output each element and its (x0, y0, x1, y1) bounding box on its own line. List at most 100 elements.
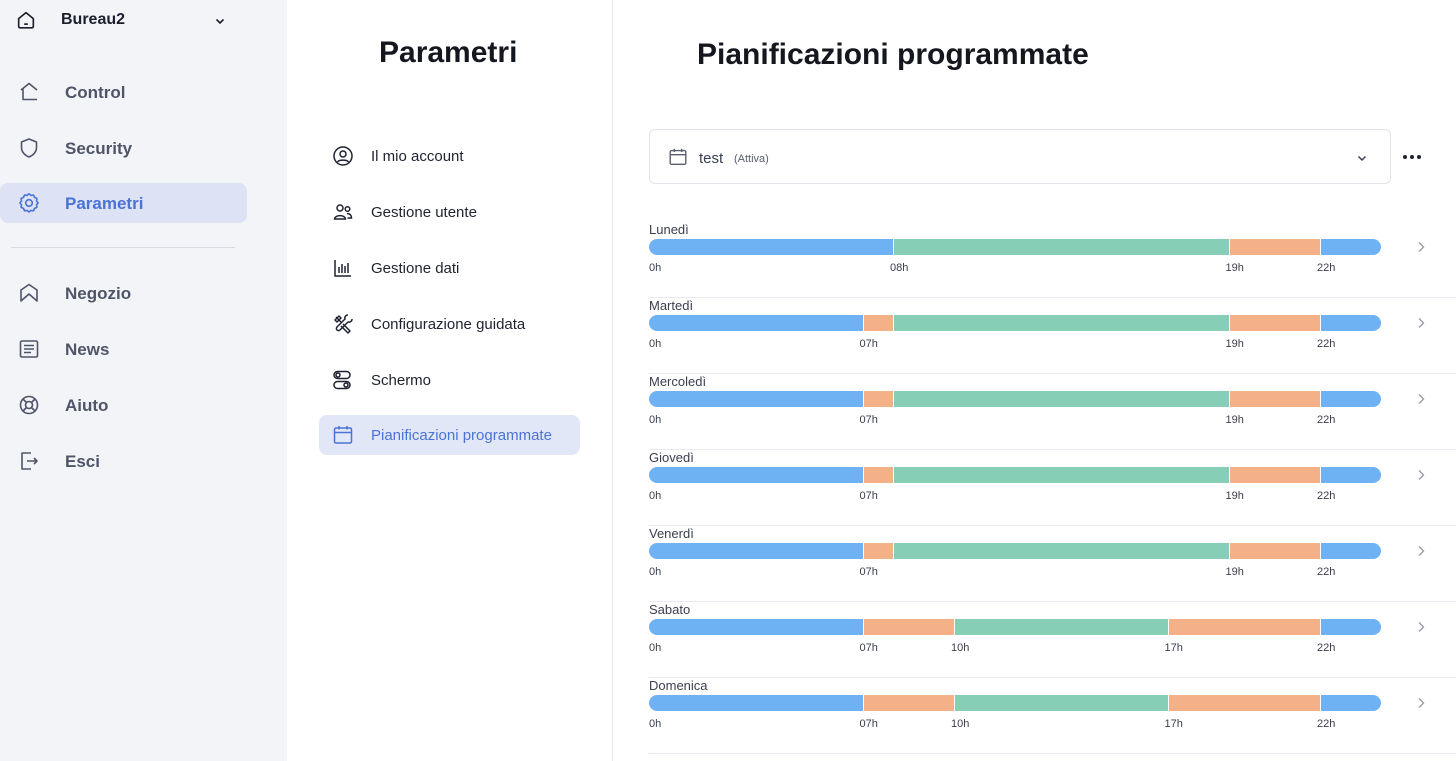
day-name: Domenica (649, 678, 708, 693)
timeline-segment-orange (1168, 619, 1320, 635)
timeline-segment-green (894, 543, 1229, 559)
timeline-segment-orange (863, 695, 954, 711)
timeline-segment-orange (863, 391, 893, 407)
time-tick-label: 17h (1164, 642, 1183, 654)
settings-item-users[interactable]: Gestione utente (319, 192, 580, 232)
time-tick-label: 19h (1225, 338, 1244, 350)
day-row[interactable]: Lunedì 0h 08h 19h 22h (649, 222, 1456, 298)
timeline-segment-orange (1229, 467, 1320, 483)
day-row[interactable]: Giovedì 0h 07h 19h 22h (649, 450, 1456, 526)
settings-item-wizard[interactable]: Configurazione guidata (319, 304, 580, 344)
nav-parametri[interactable]: Parametri (0, 183, 247, 223)
nav-negozio[interactable]: Negozio (0, 273, 247, 313)
day-row[interactable]: Venerdì 0h 07h 19h 22h (649, 526, 1456, 602)
settings-title: Parametri (379, 36, 518, 69)
settings-item-label: Gestione utente (371, 204, 477, 221)
time-tick-label: 22h (1317, 566, 1336, 578)
settings-item-label: Configurazione guidata (371, 316, 526, 333)
time-tick-label: 07h (859, 414, 878, 426)
nav-security[interactable]: Security (0, 128, 247, 168)
chevron-right-icon[interactable] (1414, 392, 1428, 406)
nav-control[interactable]: Control (0, 72, 247, 112)
time-tick-label: 10h (951, 718, 970, 730)
day-row[interactable]: Martedì 0h 07h 19h 22h (649, 298, 1456, 374)
timeline-bar (649, 239, 1381, 255)
shield-icon (20, 138, 38, 158)
timeline-segment-orange (863, 467, 893, 483)
toggles-icon (333, 370, 351, 390)
schedule-selector[interactable]: test (Attiva) (649, 129, 1391, 184)
settings-item-account[interactable]: Il mio account (319, 136, 580, 176)
nav-label: Aiuto (65, 396, 109, 415)
timeline-segment-orange (1229, 239, 1320, 255)
timeline-segment-orange (1229, 315, 1320, 331)
home-selector[interactable]: Bureau2 (0, 0, 287, 40)
day-row[interactable]: Mercoledì 0h 07h 19h 22h (649, 374, 1456, 450)
chevron-right-icon[interactable] (1414, 240, 1428, 254)
user-circle-icon (333, 146, 353, 166)
timeline-segment-orange (1229, 391, 1320, 407)
logout-icon (21, 452, 38, 470)
nav-esci[interactable]: Esci (0, 441, 247, 481)
nav-label: Negozio (65, 284, 132, 303)
timeline-bar (649, 467, 1381, 483)
timeline-segment-orange (863, 315, 893, 331)
nav-label: Parametri (65, 194, 144, 213)
timeline-segment-green (955, 695, 1168, 711)
chevron-down-icon[interactable] (213, 14, 227, 28)
timeline-segment-orange (1229, 543, 1320, 559)
timeline-segment-blue (649, 467, 863, 483)
bar-chart-icon (334, 260, 351, 277)
day-name: Sabato (649, 602, 691, 617)
timeline-bar (649, 315, 1381, 331)
timeline-segment-blue (1321, 239, 1381, 255)
time-tick-label: 19h (1225, 566, 1244, 578)
settings-item-data[interactable]: Gestione dati (319, 248, 580, 288)
home-outline-icon (20, 82, 38, 101)
timeline-segment-blue (1321, 315, 1381, 331)
time-tick-label: 10h (951, 642, 970, 654)
nav-aiuto[interactable]: Aiuto (0, 385, 247, 425)
day-name: Martedì (649, 298, 694, 313)
nav-news[interactable]: News (0, 329, 247, 369)
timeline-segment-blue (649, 543, 863, 559)
timeline-segment-green (894, 239, 1229, 255)
page-title: Pianificazioni programmate (697, 38, 1089, 71)
settings-panel: Parametri Il mio account Gestione utente… (287, 0, 613, 761)
time-tick-label: 07h (859, 566, 878, 578)
timeline-bar (649, 543, 1381, 559)
timeline-segment-blue (649, 391, 863, 407)
chevron-right-icon[interactable] (1414, 316, 1428, 330)
day-row[interactable]: Domenica 0h 07h 10h 17h 22h (649, 678, 1456, 754)
timeline-segment-green (894, 315, 1229, 331)
calendar-icon (669, 148, 687, 166)
time-tick-label: 19h (1225, 414, 1244, 426)
time-tick-label: 22h (1317, 338, 1336, 350)
time-tick-label: 22h (1317, 490, 1336, 502)
chevron-right-icon[interactable] (1414, 696, 1428, 710)
news-icon (19, 340, 39, 358)
chevron-right-icon[interactable] (1414, 544, 1428, 558)
more-options-icon[interactable] (1400, 145, 1424, 169)
schedules-panel: Pianificazioni programmate test (Attiva)… (614, 0, 1456, 761)
timeline-segment-blue (649, 619, 863, 635)
settings-item-schedules[interactable]: Pianificazioni programmate (319, 415, 580, 455)
time-tick-label: 07h (859, 338, 878, 350)
timeline-segment-green (955, 619, 1168, 635)
settings-item-label: Pianificazioni programmate (371, 427, 552, 444)
chevron-right-icon[interactable] (1414, 468, 1428, 482)
timeline-segment-blue (1321, 467, 1381, 483)
shop-icon (20, 283, 38, 302)
time-tick-label: 19h (1225, 490, 1244, 502)
home-name: Bureau2 (61, 11, 126, 28)
time-tick-label: 0h (649, 262, 662, 274)
time-tick-label: 19h (1225, 262, 1244, 274)
day-row[interactable]: Sabato 0h 07h 10h 17h 22h (649, 602, 1456, 678)
settings-item-screen[interactable]: Schermo (319, 360, 580, 400)
users-icon (333, 204, 353, 220)
day-name: Mercoledì (649, 374, 707, 389)
chevron-right-icon[interactable] (1414, 620, 1428, 634)
timeline-segment-green (894, 467, 1229, 483)
timeline-segment-blue (649, 239, 893, 255)
tools-icon (334, 314, 353, 334)
